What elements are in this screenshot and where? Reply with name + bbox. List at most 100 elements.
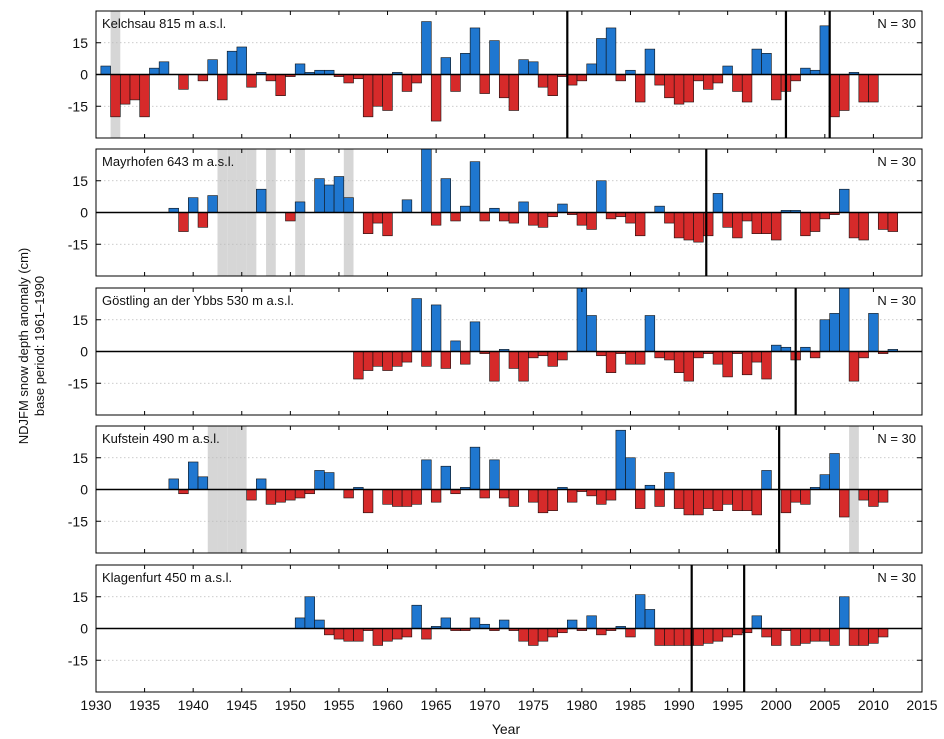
bar-1980 <box>576 212 588 226</box>
bar-1994 <box>712 193 724 213</box>
bar-1962 <box>401 351 413 363</box>
bar-1963 <box>411 298 422 352</box>
n-label: N = 30 <box>877 570 916 585</box>
bar-2011 <box>877 628 889 638</box>
y-tick-label: 15 <box>72 173 88 189</box>
x-tick-label: 2015 <box>906 697 937 713</box>
bar-1981 <box>586 315 597 352</box>
bar-2007 <box>839 74 850 111</box>
bar-1948 <box>265 74 277 82</box>
bar-1965 <box>430 74 442 122</box>
bar-1952 <box>304 596 315 629</box>
bar-1991 <box>683 351 694 382</box>
bar-1970 <box>479 489 490 499</box>
bar-1965 <box>430 212 442 226</box>
bar-2008 <box>848 212 860 239</box>
bar-1988 <box>654 205 665 213</box>
bar-1948 <box>265 489 277 505</box>
bar-1974 <box>518 628 529 642</box>
bar-1996 <box>732 489 743 511</box>
bar-1994 <box>712 74 724 84</box>
bar-1988 <box>654 628 665 646</box>
bar-1986 <box>635 74 646 103</box>
x-tick-label: 1940 <box>178 697 209 713</box>
station-label: Göstling an der Ybbs 530 m a.s.l. <box>102 293 294 308</box>
bar-1989 <box>664 472 675 490</box>
bar-2004 <box>809 351 821 359</box>
panels: 15 0 -15 Kelchsau 815 m a.s.l. N = 30 15 0 -15 M… <box>68 10 923 693</box>
bar-1949 <box>275 489 286 503</box>
bar-1987 <box>644 609 656 629</box>
bar-1990 <box>673 351 685 373</box>
bar-1935 <box>139 74 150 118</box>
bar-1966 <box>440 351 451 369</box>
bar-1966 <box>440 465 451 490</box>
bar-1955 <box>333 176 345 213</box>
bar-1998 <box>751 615 762 629</box>
x-tick-label: 1965 <box>421 697 452 713</box>
y-tick-label: -15 <box>68 98 88 114</box>
bar-1959 <box>372 212 383 224</box>
bar-1982 <box>596 180 607 213</box>
bar-1964 <box>421 21 432 75</box>
bar-1943 <box>217 74 228 101</box>
bar-1963 <box>411 604 422 629</box>
panel-5: 15 0 -15 Klagenfurt 450 m a.s.l. N = 30 <box>68 564 923 693</box>
bar-1954 <box>324 628 335 636</box>
y-tick-label: 15 <box>72 312 88 328</box>
bar-2007 <box>839 287 850 352</box>
bar-1999 <box>761 628 772 638</box>
bar-1993 <box>703 74 714 90</box>
bar-1932 <box>110 74 121 118</box>
bar-1951 <box>294 63 306 75</box>
bar-1951 <box>294 617 306 629</box>
bar-1992 <box>693 489 704 516</box>
bar-1964 <box>421 628 432 640</box>
bar-2003 <box>800 212 811 237</box>
bar-1968 <box>460 53 471 75</box>
bar-1995 <box>722 489 733 505</box>
bar-2005 <box>819 474 830 490</box>
bar-1957 <box>353 628 364 642</box>
bar-1950 <box>285 212 296 222</box>
bar-1996 <box>732 74 743 92</box>
x-axis-title: Year <box>492 721 521 737</box>
station-label: Kelchsau 815 m a.s.l. <box>102 16 226 31</box>
bar-1973 <box>508 212 520 224</box>
x-tick-label: 1980 <box>566 697 597 713</box>
bar-2012 <box>887 212 899 232</box>
bar-1973 <box>508 489 520 507</box>
bar-1998 <box>751 351 762 363</box>
bar-1953 <box>314 470 325 490</box>
bar-1989 <box>664 351 675 361</box>
bar-1975 <box>528 61 539 75</box>
bar-1997 <box>741 351 753 376</box>
bar-1966 <box>440 617 451 629</box>
y-tick-label: 0 <box>80 482 88 498</box>
x-tick-label: 1945 <box>226 697 257 713</box>
bar-2006 <box>829 74 840 118</box>
bar-1975 <box>528 212 539 226</box>
bar-1961 <box>392 489 403 507</box>
bar-1996 <box>732 628 743 636</box>
bar-1989 <box>664 74 675 99</box>
station-label: Klagenfurt 450 m a.s.l. <box>102 570 232 585</box>
bar-1974 <box>518 351 529 382</box>
x-axis: 1930 1935 1940 1945 1950 1955 1960 1965 1970 1975… <box>80 697 937 713</box>
bar-1976 <box>537 74 549 88</box>
bar-1986 <box>635 351 646 365</box>
bar-1998 <box>751 212 762 234</box>
bar-1979 <box>567 489 578 503</box>
bar-1979 <box>567 74 578 86</box>
n-label: N = 30 <box>877 154 916 169</box>
bar-1961 <box>392 628 403 640</box>
y-tick-label: -15 <box>68 375 88 391</box>
bar-1958 <box>362 212 374 234</box>
bar-2004 <box>809 628 821 642</box>
bar-2003 <box>800 628 811 644</box>
bar-1996 <box>732 212 743 239</box>
bar-1951 <box>294 201 306 213</box>
bar-1963 <box>411 489 422 505</box>
bar-1967 <box>450 74 461 92</box>
bar-1956 <box>343 197 354 213</box>
